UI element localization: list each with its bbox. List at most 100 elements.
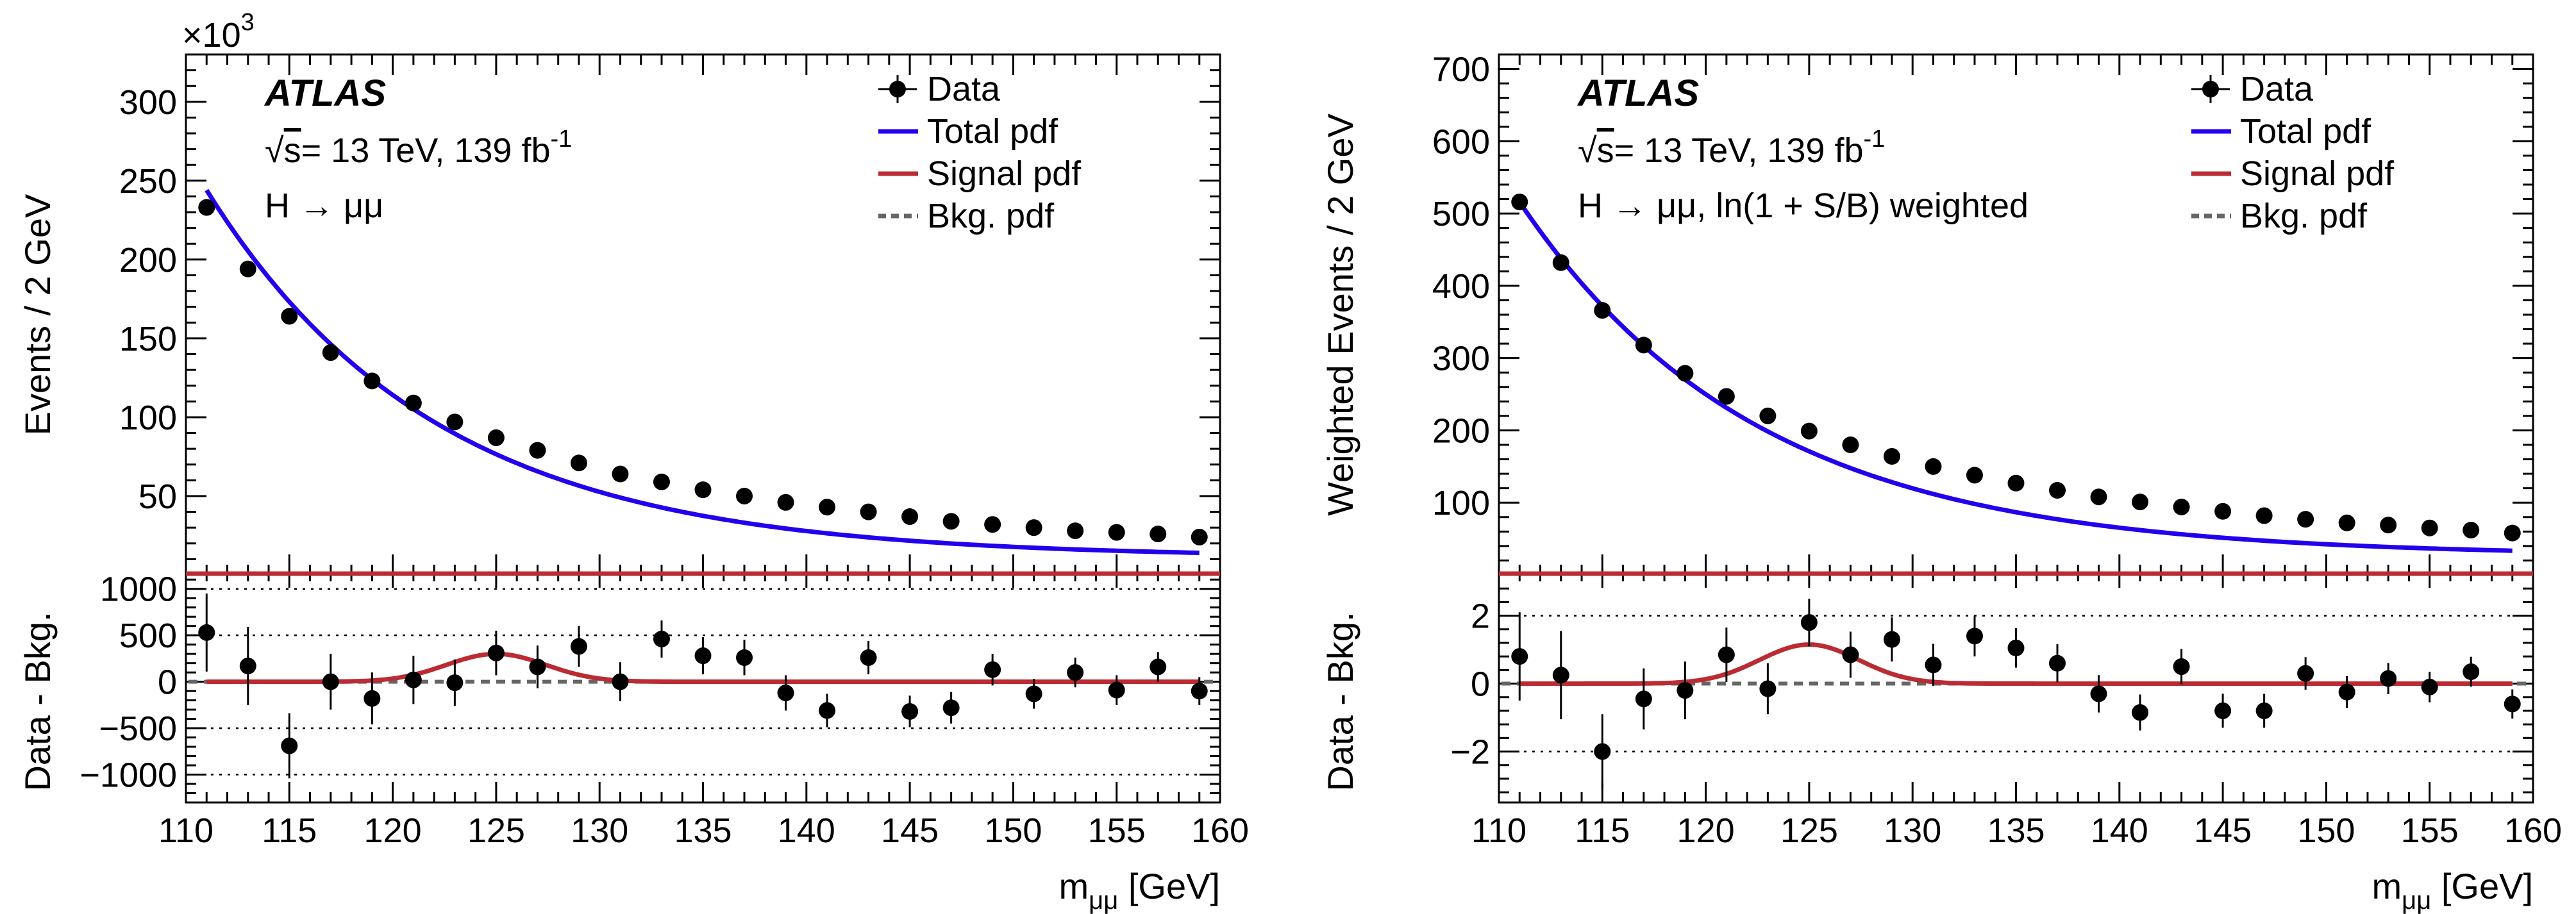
left-top-data-point-2 (281, 308, 298, 325)
right-top-data-point-12 (2007, 474, 2025, 492)
left-bottom-data-point-1 (239, 658, 256, 674)
right-top-data-point-15 (2132, 494, 2149, 511)
right-x-tick-label-10: 160 (2504, 811, 2562, 850)
right-bottom-data-point-20 (2338, 683, 2355, 701)
right-bottom-data-point-14 (2090, 685, 2107, 702)
left-top-data-point-1 (239, 260, 256, 278)
left-total-pdf-line (205, 188, 1200, 555)
left-top-data-point-19 (984, 516, 1001, 533)
left-bottom-data-point-17 (901, 703, 919, 720)
right-bottom-data-point-16 (2173, 658, 2190, 676)
right-top-data-point-13 (2049, 482, 2066, 499)
right-top-y-tick-label-0: 100 (1432, 484, 1490, 522)
left-top-data-point-7 (487, 429, 505, 446)
right-top-y-tick-label-4: 500 (1432, 195, 1490, 233)
right-bottom-data-point-24 (2504, 695, 2521, 713)
right-top-data-point-17 (2214, 503, 2232, 520)
left-bottom-data-point-18 (942, 699, 960, 717)
right-bottom-data-point-19 (2297, 665, 2314, 682)
right-bottom-data-point-1 (1552, 667, 1569, 684)
left-x-axis-title: mμμ [GeV] (1059, 866, 1220, 914)
left-bottom-data-point-20 (1025, 685, 1042, 702)
right-x-tick-label-8: 150 (2297, 811, 2355, 850)
x-axis-title-symbol: m (2372, 866, 2402, 906)
left-bottom-data-point-3 (322, 673, 339, 690)
left-bottom-data-point-4 (364, 690, 381, 707)
left-top-data-point-18 (942, 513, 960, 530)
right-top-data-point-0 (1511, 194, 1528, 211)
left-legend-data-marker (889, 81, 906, 97)
left-atlas-label: ATLAS (263, 72, 386, 114)
x-axis-title-subscript: μμ (2402, 886, 2431, 914)
left-top-data-point-22 (1108, 524, 1125, 541)
right-bottom-data-point-17 (2214, 702, 2232, 719)
right-legend-label-3: Bkg. pdf (2240, 197, 2368, 235)
right-bottom-data-point-9 (1883, 631, 1900, 648)
right-bottom-data-point-15 (2132, 704, 2149, 721)
left-top-y-axis-title: Events / 2 GeV (17, 194, 58, 435)
right-bottom-y-axis-title: Data - Bkg. (1320, 611, 1360, 791)
right-top-y-tick-label-3: 400 (1432, 267, 1490, 306)
left-top-data-point-16 (860, 503, 877, 520)
right-bottom-data-point-18 (2255, 702, 2273, 719)
right-top-data-point-10 (1925, 458, 1942, 475)
right-top-y-axis-title: Weighted Events / 2 GeV (1320, 113, 1360, 515)
right-top-data-point-4 (1677, 365, 1694, 382)
right-bottom-data-point-6 (1759, 680, 1777, 697)
energy-label-superscript: -1 (551, 126, 573, 153)
left-top-y-tick-label-2: 150 (119, 320, 177, 358)
right-total-pdf-line (1518, 201, 2513, 553)
left-top-data-point-5 (405, 394, 422, 411)
right-x-tick-label-2: 120 (1677, 811, 1735, 850)
left-bottom-y-tick-label-3: 500 (119, 617, 177, 655)
left-bottom-data-point-12 (694, 647, 712, 665)
left-y-multiplier: ×103 (182, 9, 255, 54)
right-x-axis-title: mμμ [GeV] (2372, 866, 2533, 914)
right-bottom-plot-frame (1498, 574, 2534, 804)
right-bottom-data-point-2 (1594, 743, 1611, 760)
left-top-data-point-3 (322, 344, 339, 361)
right-bottom-data-point-11 (1966, 627, 1983, 645)
left-x-tick-label-5: 135 (674, 811, 732, 850)
left-top-data-point-10 (612, 465, 629, 483)
left-x-tick-label-0: 110 (158, 811, 213, 850)
left-bottom-y-tick-label-0: −1000 (79, 756, 177, 795)
right-bottom-data-point-0 (1511, 648, 1528, 665)
right-top-data-point-20 (2338, 514, 2355, 531)
left-bottom-data-point-14 (777, 685, 794, 702)
x-axis-title-unit: [GeV] (1118, 866, 1220, 906)
right-top-data-point-8 (1842, 436, 1859, 453)
right-bottom-y-tick-label-2: 2 (1471, 597, 1490, 636)
left-top-data-point-24 (1191, 528, 1208, 545)
left-top-y-tick-label-0: 50 (138, 478, 177, 516)
left-legend-label-1: Total pdf (927, 112, 1058, 151)
right-x-tick-label-6: 140 (2091, 811, 2148, 850)
left-bottom-data-point-23 (1150, 658, 1167, 676)
right-x-tick-label-1: 115 (1575, 811, 1630, 850)
left-top-data-point-13 (736, 487, 753, 504)
left-bottom-y-tick-label-1: −500 (99, 710, 177, 748)
right-legend-data-marker (2202, 81, 2219, 97)
left-bottom-data-point-15 (819, 702, 836, 719)
left-x-tick-label-10: 160 (1191, 811, 1249, 850)
right-top-y-tick-label-1: 200 (1432, 411, 1490, 450)
right-top-data-point-19 (2297, 511, 2314, 528)
right-top-y-tick-label-5: 600 (1432, 122, 1490, 161)
x-axis-title-subscript: μμ (1089, 886, 1118, 914)
left-top-data-point-6 (446, 413, 464, 431)
right-top-data-point-14 (2090, 488, 2107, 506)
left-top-data-point-11 (653, 473, 670, 490)
right-top-data-point-16 (2173, 498, 2190, 515)
left-top-data-point-17 (901, 508, 919, 525)
left-x-tick-label-2: 120 (364, 811, 422, 850)
left-legend-label-3: Bkg. pdf (927, 197, 1055, 235)
left-bottom-data-point-7 (487, 644, 505, 661)
right-bottom-data-point-5 (1718, 646, 1735, 663)
right-energy-label: √s= 13 TeV, 139 fb-1 (1578, 126, 1885, 170)
right-bottom-data-point-3 (1635, 690, 1652, 708)
left-bottom-data-point-10 (612, 673, 629, 690)
right-x-tick-label-9: 155 (2401, 811, 2459, 850)
right-top-data-point-7 (1800, 422, 1818, 440)
left-top-data-point-9 (570, 454, 587, 472)
right-atlas-label: ATLAS (1577, 72, 1699, 114)
